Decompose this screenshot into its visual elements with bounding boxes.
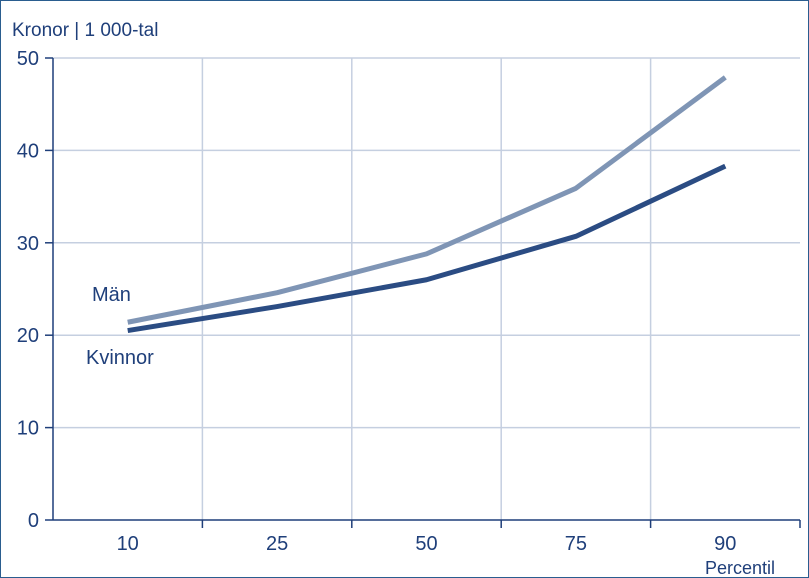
series-line-man xyxy=(127,75,727,325)
x-axis-label: Percentil xyxy=(705,558,775,578)
y-tick-label: 50 xyxy=(17,48,39,70)
y-tick-label: 10 xyxy=(17,418,39,440)
series-label-man: Män xyxy=(92,284,131,306)
series-label-kvinnor: Kvinnor xyxy=(86,347,154,369)
y-tick-label: 40 xyxy=(17,140,39,162)
y-tick-label: 0 xyxy=(28,510,39,532)
x-tick-label: 50 xyxy=(415,533,437,555)
series-lines xyxy=(127,75,727,334)
y-tick-label: 20 xyxy=(17,325,39,347)
tick-labels: 0 10 20 30 40 50 10 25 50 75 90 xyxy=(17,48,737,555)
y-tick-label: 30 xyxy=(17,233,39,255)
axes xyxy=(45,57,801,528)
x-tick-label: 75 xyxy=(565,533,587,555)
grid-lines xyxy=(53,57,800,520)
x-tick-label: 90 xyxy=(714,533,736,555)
x-tick-label: 10 xyxy=(117,533,139,555)
y-axis-label: Kronor | 1 000-tal xyxy=(12,20,158,41)
x-tick-label: 25 xyxy=(266,533,288,555)
